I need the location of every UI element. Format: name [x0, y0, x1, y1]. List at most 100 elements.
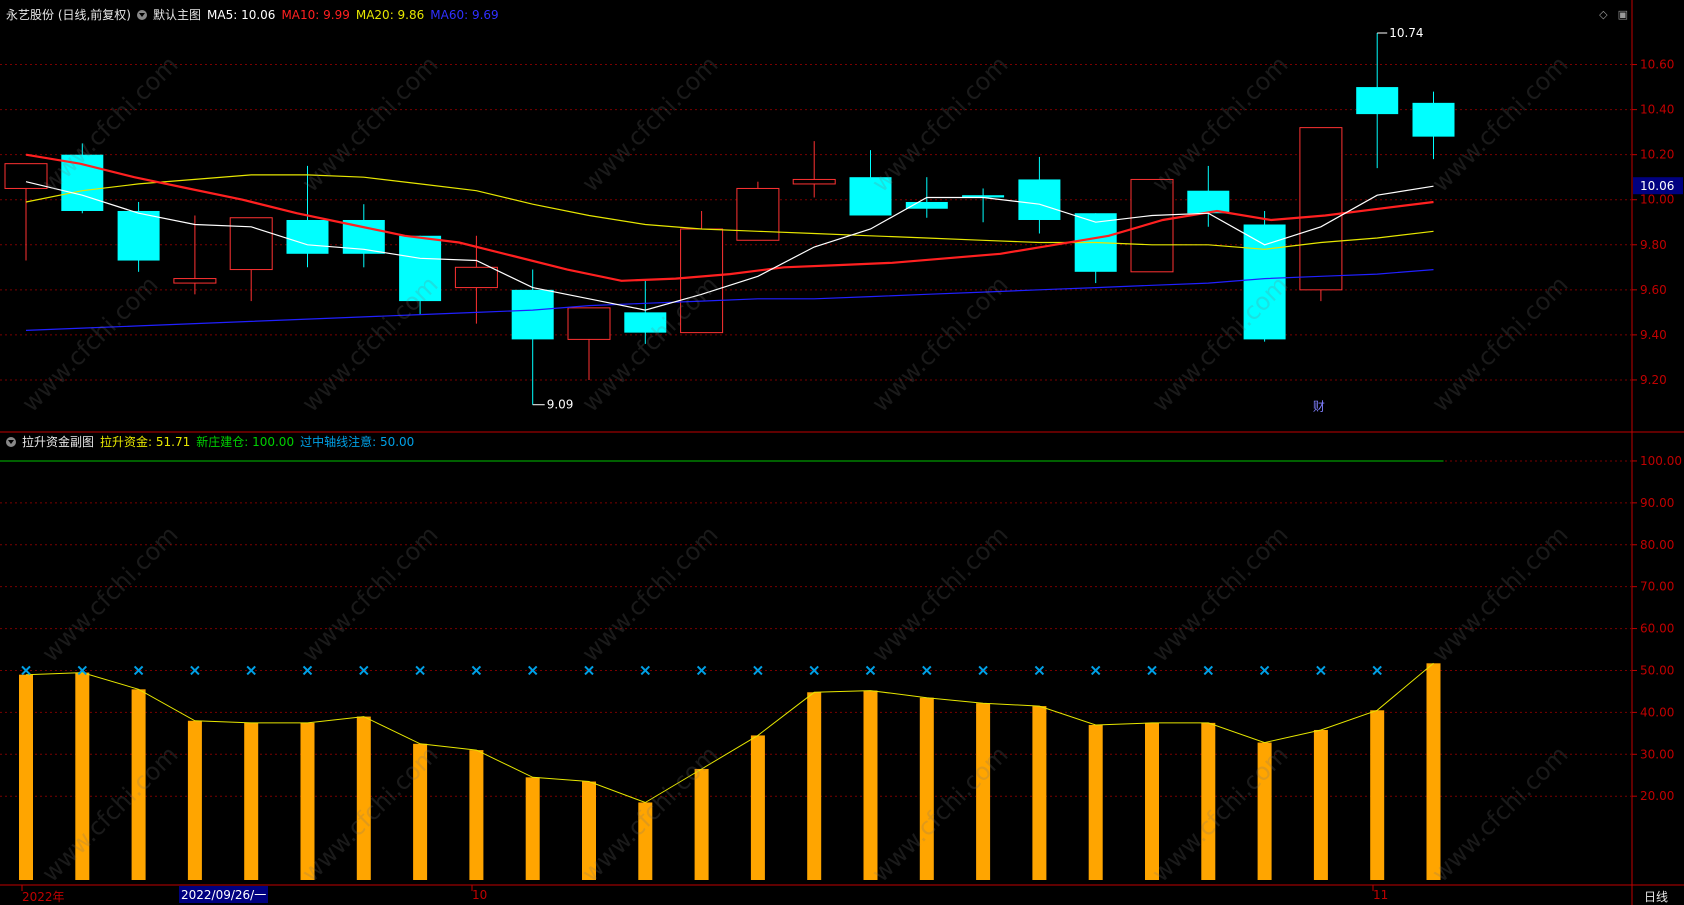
candle-body-up: [792, 178, 836, 185]
fund-bar: [131, 689, 146, 880]
chevron-down-icon[interactable]: [137, 9, 147, 20]
month-10-label: 10: [472, 888, 488, 902]
midline-cross: [302, 665, 313, 676]
sub-y-tick-label: 80.00: [1640, 538, 1674, 552]
restore-icon[interactable]: ▣: [1617, 8, 1628, 21]
ma60-line: [25, 269, 1434, 331]
footer-date: 2022/09/26/一: [179, 886, 269, 903]
main-y-tick-label: 9.60: [1640, 283, 1667, 297]
candle-body-up: [1130, 178, 1174, 273]
ma20-line: [25, 174, 1434, 250]
fund-bar: [187, 720, 202, 880]
sub-y-tick-label: 100.00: [1640, 454, 1682, 468]
candle-body-up: [736, 187, 780, 241]
main-chart-header: 永艺股份 (日线,前复权) 默认主图 MA5: 10.06 MA10: 9.99…: [6, 6, 499, 23]
candle-body-up: [229, 217, 273, 271]
period-label: 日线: [1644, 890, 1669, 904]
candle-body-up: [680, 228, 724, 334]
midline-cross: [471, 665, 482, 676]
midline-cross: [133, 665, 144, 676]
midline-cross: [246, 665, 256, 676]
ma10-value: MA10: 9.99: [281, 7, 350, 22]
midline-cross: [753, 665, 763, 676]
main-y-tick-label: 10.60: [1640, 58, 1674, 72]
main-y-tick-label: 10.00: [1640, 193, 1674, 207]
fund-bar: [413, 743, 428, 880]
fund-bar: [244, 722, 259, 880]
diamond-icon[interactable]: ◇: [1599, 8, 1608, 21]
midline-cross: [1090, 665, 1101, 676]
low-label: 9.09: [547, 398, 574, 412]
candle-body-up: [454, 266, 498, 289]
fund-bar: [976, 703, 991, 880]
candle-body-down: [1412, 102, 1455, 137]
sub-y-tick-label: 40.00: [1640, 705, 1674, 719]
main-y-tick-label: 9.80: [1640, 238, 1667, 252]
candle-body-down: [962, 195, 1005, 198]
fund-bar: [469, 750, 484, 880]
fund-bar: [1201, 722, 1216, 880]
candle-body-up: [173, 278, 217, 284]
midline-cross: [1147, 665, 1157, 676]
ma5-value: MA5: 10.06: [207, 7, 276, 22]
candle-body-down: [117, 210, 160, 261]
midline-cross: [1259, 665, 1270, 676]
fund-bar: [1257, 742, 1272, 880]
fund-bar: [75, 672, 90, 880]
footer-year: 2022年: [22, 888, 65, 905]
window-controls: ◇ ▣: [1599, 8, 1628, 21]
price-tag: [1633, 177, 1683, 195]
fund-bar: [1032, 706, 1047, 880]
candle-body-up: [1299, 127, 1343, 291]
midline-cross: [696, 665, 707, 676]
midline-cross: [922, 665, 932, 676]
stock-name[interactable]: 永艺股份 (日线,前复权): [6, 8, 131, 22]
price-tag-label: 10.06: [1640, 179, 1674, 193]
chevron-down-icon[interactable]: [6, 436, 16, 447]
sub-chart-label[interactable]: 拉升资金副图: [22, 435, 95, 449]
sub-chart-header: 拉升资金副图 拉升资金: 51.71 新庄建仓: 100.00 过中轴线注意: …: [6, 433, 414, 450]
midline-cross: [865, 665, 876, 676]
fund-value: 拉升资金: 51.71: [100, 435, 191, 449]
fund-line: [25, 662, 1434, 804]
candle-body-down: [1243, 224, 1286, 340]
midline-cross: [1316, 665, 1326, 676]
midline-cross: [415, 665, 425, 676]
candle-body-up: [4, 163, 48, 189]
candle-body-down: [286, 219, 329, 254]
new-build-value: 新庄建仓: 100.00: [196, 435, 295, 449]
fund-bar: [638, 802, 653, 880]
cai-marker: 财: [1313, 400, 1325, 414]
main-chart-label[interactable]: 默认主图: [153, 8, 202, 22]
high-label: 10.74: [1389, 26, 1423, 40]
period-tab[interactable]: 日线: [1644, 888, 1668, 905]
candle-body-down: [399, 235, 442, 302]
candle-body-down: [849, 177, 892, 216]
midline-cross: [190, 665, 200, 676]
fund-bar: [1145, 722, 1159, 880]
ma20-value: MA20: 9.86: [355, 7, 425, 22]
midline-cross: [1034, 665, 1045, 676]
midline-cross: [1203, 665, 1214, 676]
main-y-tick-label: 10.40: [1640, 103, 1674, 117]
midline-cross: [978, 665, 988, 676]
sub-y-tick-label: 70.00: [1640, 580, 1674, 594]
main-y-tick-label: 10.20: [1640, 148, 1674, 162]
footer-month-11: 11: [1373, 888, 1388, 902]
midline-cross: [640, 665, 651, 676]
candle-body-down: [1356, 87, 1399, 115]
candle-body-down: [905, 201, 948, 209]
fund-bar: [694, 768, 709, 880]
sub-y-tick-label: 50.00: [1640, 663, 1674, 677]
candle-body-down: [1187, 190, 1230, 214]
midline-cross: [77, 665, 88, 676]
fund-bar: [1426, 663, 1441, 880]
ma60-value: MA60: 9.69: [430, 7, 499, 22]
ma5-line: [25, 181, 1434, 311]
sub-y-tick-label: 60.00: [1640, 622, 1674, 636]
midline-cross: [1372, 665, 1382, 676]
fund-bar: [1313, 729, 1328, 880]
sub-y-tick-label: 30.00: [1640, 747, 1674, 761]
footer-month-10: 10: [472, 888, 487, 902]
